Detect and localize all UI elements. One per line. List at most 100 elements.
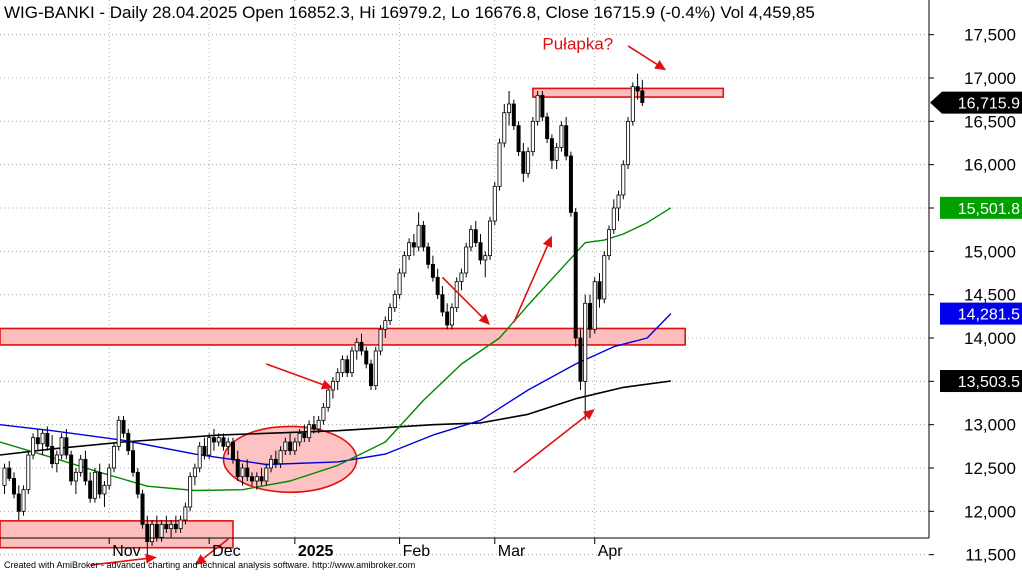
candle-up (530, 120, 535, 153)
candle-up (354, 341, 359, 352)
candle-up (159, 523, 164, 538)
arrow-head (145, 553, 157, 564)
candle-up (349, 350, 354, 374)
candle-down (245, 467, 250, 478)
arrow-head (582, 409, 595, 420)
candle-down (369, 363, 374, 387)
candle-down (411, 242, 416, 248)
candle-up (40, 432, 45, 445)
price-label-text: 13,503.5 (958, 374, 1020, 391)
trend-arrow (90, 553, 157, 566)
x-axis: Nov Dec 2025 Feb Mar Apr (108, 538, 624, 560)
candle-down (140, 493, 145, 525)
candle-up (254, 476, 259, 482)
price-label: 14,281.5 (940, 302, 1022, 325)
candle-up (373, 350, 378, 387)
candle-down (7, 467, 12, 479)
trend-arrow (266, 363, 333, 390)
candle-up (78, 458, 83, 473)
candle-up (169, 523, 174, 530)
candle-up (2, 467, 7, 486)
chart-header: WIG-BANKI - Daily 28.04.2025 Open 16852.… (4, 3, 815, 22)
candle-down (202, 445, 207, 456)
candle-up (92, 471, 97, 499)
candle-down (540, 94, 545, 118)
y-tick-label: 12,000 (964, 502, 1016, 521)
price-label: 16,715.9 (930, 91, 1022, 114)
trend-arrow (627, 45, 667, 71)
candle-up (73, 471, 78, 482)
candle-down (173, 523, 178, 530)
candle-down (478, 242, 483, 261)
candle-down (164, 523, 169, 530)
candle-up (626, 120, 631, 166)
y-tick-label: 14,000 (964, 329, 1016, 348)
candle-down (587, 302, 592, 330)
candle-up (554, 146, 559, 161)
trend-arrow (513, 235, 553, 323)
candle-down (302, 432, 307, 439)
price-label-text: 15,501.8 (958, 201, 1020, 218)
price-label: 13,503.5 (940, 370, 1022, 393)
candle-down (597, 281, 602, 300)
candle-up (21, 489, 26, 512)
candle-up (449, 307, 454, 326)
candle-up (54, 454, 59, 465)
candle-down (250, 476, 255, 482)
candle-up (307, 424, 312, 439)
candle-up (616, 194, 621, 209)
candle-up (102, 484, 107, 495)
candle-up (335, 372, 340, 382)
candle-down (221, 437, 226, 447)
candle-up (378, 328, 383, 352)
y-tick-label: 12,500 (964, 459, 1016, 478)
candle-up (150, 523, 155, 543)
candle-up (197, 445, 202, 469)
candle-up (392, 294, 397, 309)
candle-up (583, 302, 588, 382)
candle-down (435, 276, 440, 296)
candle-down (88, 480, 93, 499)
moving-average-line (0, 380, 672, 456)
candle-up (292, 441, 297, 452)
zone-rect (532, 87, 725, 98)
candle-up (321, 406, 326, 421)
candle-down (635, 86, 640, 92)
y-tick-label: 17,000 (964, 69, 1016, 88)
price-label-text: 16,715.9 (958, 96, 1020, 113)
candle-up (468, 229, 473, 248)
candle-up (278, 450, 283, 465)
arrow-shaft (513, 415, 587, 473)
candle-down (564, 125, 569, 157)
candle-up (602, 255, 607, 300)
candle-down (259, 476, 264, 482)
candle-up (188, 476, 193, 508)
candle-up (483, 255, 488, 261)
price-label-bg (940, 196, 1022, 219)
candle-up (264, 467, 269, 482)
candle-down (445, 311, 450, 326)
candle-up (111, 445, 116, 469)
candle-up (183, 506, 188, 521)
candle-up (297, 432, 302, 443)
candle-down (69, 454, 74, 482)
candle-down (311, 424, 316, 430)
candle-down (12, 477, 17, 495)
x-tick-label: 2025 (298, 543, 334, 560)
candle-up (330, 380, 335, 391)
arrow-shaft (513, 245, 549, 323)
candle-down (273, 458, 278, 465)
x-tick-label: Apr (598, 543, 624, 560)
candle-down (640, 90, 645, 104)
candle-down (440, 294, 445, 313)
candle-up (526, 151, 531, 174)
candle-down (511, 103, 516, 127)
candle-up (488, 220, 493, 257)
moving-average-line (0, 313, 672, 466)
candle-up (416, 224, 421, 248)
arrow-shaft (441, 276, 483, 318)
candle-up (59, 437, 64, 456)
arrow-head (320, 379, 333, 390)
